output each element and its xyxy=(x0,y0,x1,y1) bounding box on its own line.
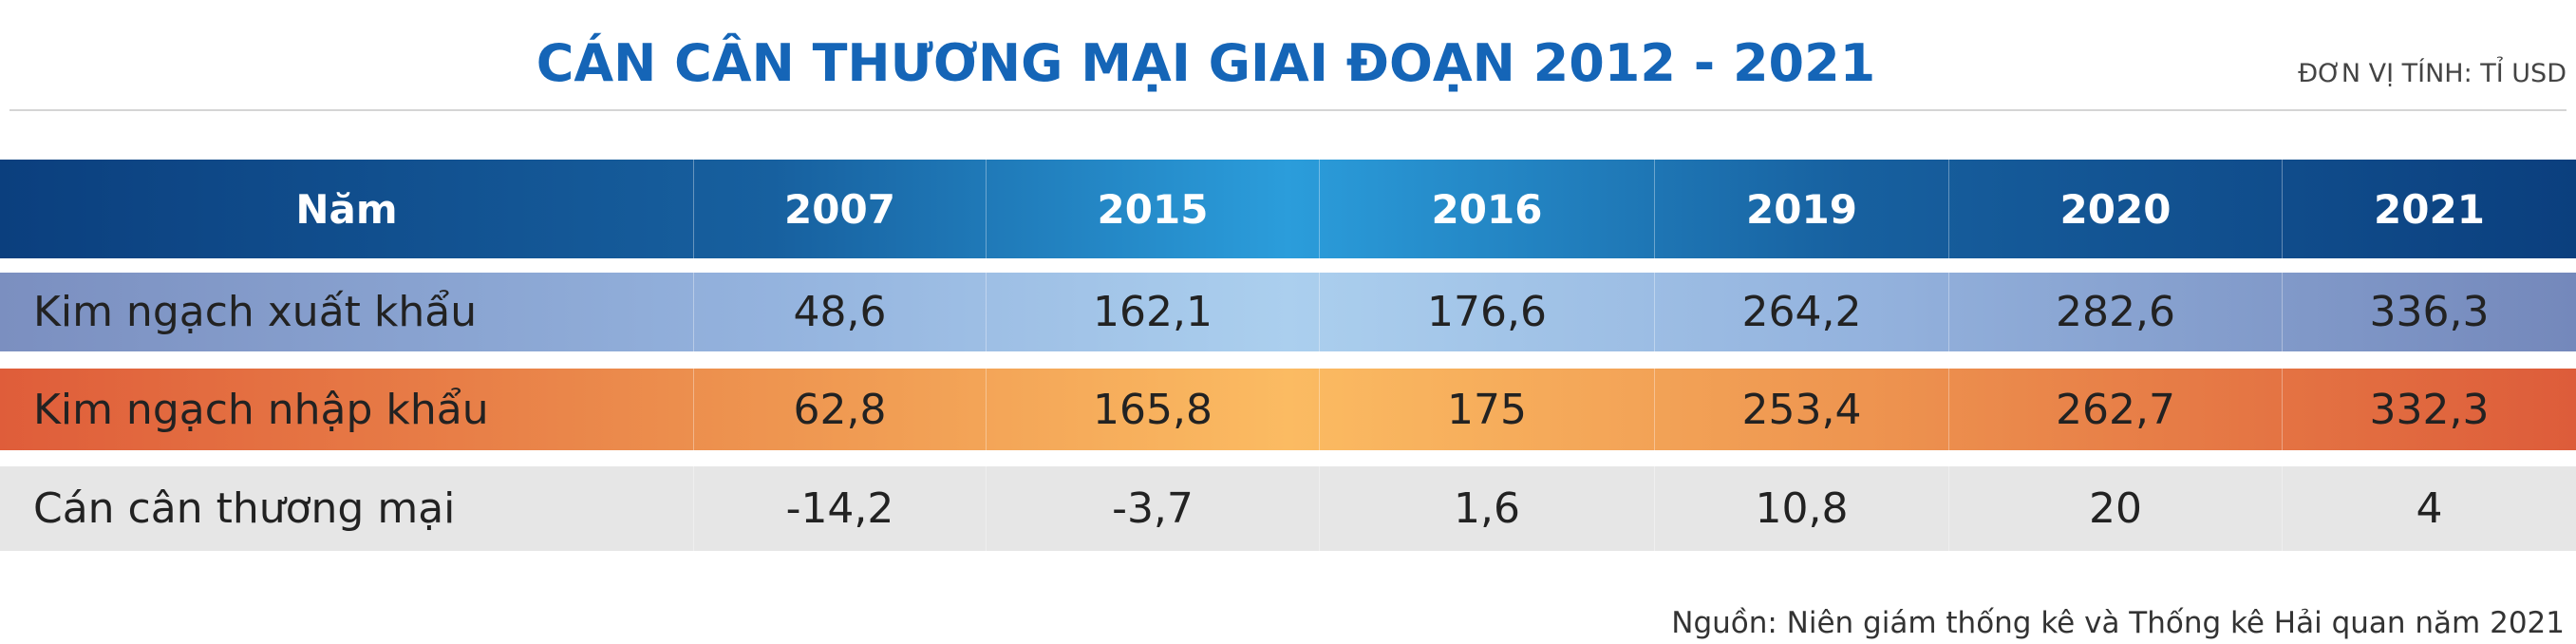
table-cell: Kim ngạch nhập khẩu xyxy=(33,385,489,434)
header-cell: 2007 xyxy=(693,160,986,258)
table-cell: 162,1 xyxy=(986,273,1319,351)
table-cell: 175 xyxy=(1319,369,1654,450)
table-cell: -3,7 xyxy=(986,466,1319,551)
table-cell: 262,7 xyxy=(1948,369,2282,450)
table-row: Kim ngạch nhập khẩu 62,8 165,8 175 253,4 262,… xyxy=(0,369,2576,450)
header-row: Năm 2007 2015 2016 2019 2020 2021 xyxy=(0,160,2576,258)
header-cell: 2019 xyxy=(1654,160,1948,258)
table-cell: 48,6 xyxy=(693,273,986,351)
table-cell: 20 xyxy=(1948,466,2282,551)
table-cell: Kim ngạch xuất khẩu xyxy=(33,288,478,336)
table-cell: 1,6 xyxy=(1319,466,1654,551)
table-cell: Cán cân thương mại xyxy=(33,484,456,533)
table-cell: 10,8 xyxy=(1654,466,1948,551)
header-cell: 2021 xyxy=(2282,160,2576,258)
table-cell: 264,2 xyxy=(1654,273,1948,351)
header-cell: 2015 xyxy=(986,160,1319,258)
header-cell: Năm xyxy=(295,185,398,233)
table-cell: 332,3 xyxy=(2282,369,2576,450)
header-cell: 2020 xyxy=(1948,160,2282,258)
table-row: Cán cân thương mại -14,2 -3,7 1,6 10,8 20 4 xyxy=(0,466,2576,551)
table-cell: 282,6 xyxy=(1948,273,2282,351)
table-cell: 253,4 xyxy=(1654,369,1948,450)
table-row: Kim ngạch xuất khẩu 48,6 162,1 176,6 264,2 28… xyxy=(0,273,2576,351)
table-cell: 336,3 xyxy=(2282,273,2576,351)
unit: ĐƠN VỊ TÍNH: TỈ USD xyxy=(2298,59,2567,88)
header-cell: 2016 xyxy=(1319,160,1654,258)
table-cell: 176,6 xyxy=(1319,273,1654,351)
table-cell: 62,8 xyxy=(693,369,986,450)
table-cell: -14,2 xyxy=(693,466,986,551)
divider xyxy=(9,109,2567,111)
source: Nguồn: Niên giám thống kê và Thống kê Hả… xyxy=(1671,606,2565,640)
table-cell: 165,8 xyxy=(986,369,1319,450)
title: CÁN CÂN THƯƠNG MẠI GIAI ĐOẠN 2012 - 2021 xyxy=(536,33,1876,93)
table-cell: 4 xyxy=(2282,466,2576,551)
